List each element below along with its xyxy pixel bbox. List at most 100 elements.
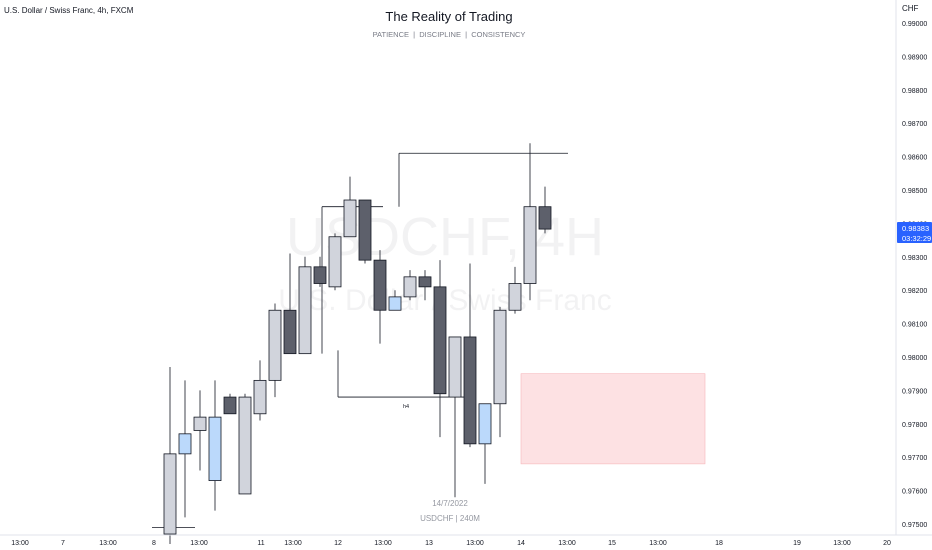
candle[interactable] [403, 270, 417, 301]
time-tick-label: 20 [883, 540, 891, 547]
footer-symbol: USDCHF | 240M [420, 514, 480, 523]
price-tick-label: 0.97500 [902, 522, 927, 529]
price-tick-label: 0.98500 [902, 188, 927, 195]
candle-body [448, 336, 462, 398]
price-tick-label: 0.98700 [902, 121, 927, 128]
price-tick-label: 0.98000 [902, 355, 927, 362]
time-tick-label: 13:00 [833, 540, 851, 547]
candle-body [283, 309, 297, 355]
candle-body [193, 416, 207, 431]
time-tick-label: 13:00 [190, 540, 208, 547]
time-tick-label: 13:00 [99, 540, 117, 547]
candle-body [298, 266, 312, 355]
time-tick-label: 13:00 [11, 540, 29, 547]
price-tick-label: 0.97800 [902, 422, 927, 429]
time-tick-label: 15 [608, 540, 616, 547]
time-tick-label: 13:00 [284, 540, 302, 547]
candle-body [238, 396, 252, 495]
price-tick-label: 0.97700 [902, 455, 927, 462]
time-tick-label: 7 [61, 540, 65, 547]
candle-body [163, 453, 177, 535]
time-tick-label: 13:00 [466, 540, 484, 547]
candle-body [523, 206, 537, 284]
candle-body [253, 379, 267, 415]
price-tick-label: 0.98300 [902, 255, 927, 262]
candle-body [508, 283, 522, 311]
candle-body [178, 433, 192, 455]
candle[interactable] [193, 390, 207, 471]
candle-body [343, 199, 357, 238]
candle-body [388, 296, 402, 311]
price-tick-label: 0.98200 [902, 288, 927, 295]
candle-body [223, 396, 237, 415]
candle[interactable] [178, 380, 192, 518]
candle[interactable] [298, 256, 312, 355]
candle-body [538, 206, 552, 230]
candle-body [433, 286, 447, 395]
candle-body [268, 309, 282, 381]
time-tick-label: 13 [425, 540, 433, 547]
candle[interactable] [253, 360, 267, 421]
candle[interactable] [163, 367, 177, 545]
time-tick-label: 13:00 [374, 540, 392, 547]
candle[interactable] [508, 266, 522, 314]
zone-rect[interactable] [520, 373, 706, 465]
candle[interactable] [268, 303, 282, 398]
candle-body [313, 266, 327, 284]
demand-zone[interactable] [520, 373, 706, 465]
price-tick-label: 0.98800 [902, 88, 927, 95]
candle[interactable] [373, 250, 387, 344]
candle-body [403, 276, 417, 298]
candle[interactable] [493, 306, 507, 438]
candle-body [478, 403, 492, 445]
time-tick-label: 13:00 [558, 540, 576, 547]
candle[interactable] [478, 403, 492, 484]
candles[interactable] [152, 143, 552, 545]
footer-date: 14/7/2022 [432, 499, 468, 508]
chart-title: The Reality of Trading [385, 9, 512, 24]
candle[interactable] [328, 233, 342, 291]
price-tick-label: 0.97900 [902, 388, 927, 395]
candle[interactable] [208, 380, 222, 511]
time-axis[interactable]: 13:00 7 13:00 8 13:00 11 13:00 12 13:00 13 13:00 14… [11, 540, 891, 547]
time-tick-label: 18 [715, 540, 723, 547]
price-tick-label: 0.97600 [902, 489, 927, 496]
candle-body [418, 276, 432, 288]
candle[interactable] [388, 290, 402, 311]
candle[interactable] [463, 263, 477, 448]
candle-body [358, 199, 372, 261]
time-tick-label: 12 [334, 540, 342, 547]
candle[interactable] [283, 253, 297, 355]
candle-body [493, 309, 507, 405]
symbol-label: U.S. Dollar / Swiss Franc, 4h, FXCM [4, 6, 134, 15]
time-tick-label: 19 [793, 540, 801, 547]
current-price-tag: 0.98383 03:32:29 [897, 222, 932, 243]
candle[interactable] [523, 143, 537, 301]
candle-body [208, 416, 222, 481]
price-tick-label: 0.98600 [902, 155, 927, 162]
time-tick-label: 11 [257, 540, 264, 547]
price-tick-label: 0.99000 [902, 21, 927, 28]
currency-label: CHF [902, 4, 919, 13]
candle[interactable] [343, 176, 357, 238]
candle[interactable] [418, 270, 432, 301]
candle[interactable] [313, 256, 327, 287]
price-axis[interactable]: 0.99000 0.98900 0.98800 0.98700 0.98600 0.985… [902, 21, 927, 529]
time-tick-label: 13:00 [649, 540, 667, 547]
candle[interactable] [448, 336, 462, 498]
price-tick-label: 0.98900 [902, 54, 927, 61]
candle[interactable] [433, 260, 447, 438]
countdown-timer: 03:32:29 [902, 234, 931, 243]
price-tick-label: 0.98100 [902, 322, 927, 329]
candle[interactable] [358, 199, 372, 264]
h4-label: h4 [403, 404, 409, 410]
chart-subtitle: PATIENCE | DISCIPLINE | CONSISTENCY [373, 30, 526, 39]
candle[interactable] [538, 186, 552, 234]
candle[interactable] [223, 393, 237, 415]
candle[interactable] [238, 393, 252, 495]
candle-body [328, 236, 342, 288]
current-price-value: 0.98383 [902, 224, 929, 233]
time-tick-label: 8 [152, 540, 156, 547]
price-tag-background [897, 222, 932, 243]
